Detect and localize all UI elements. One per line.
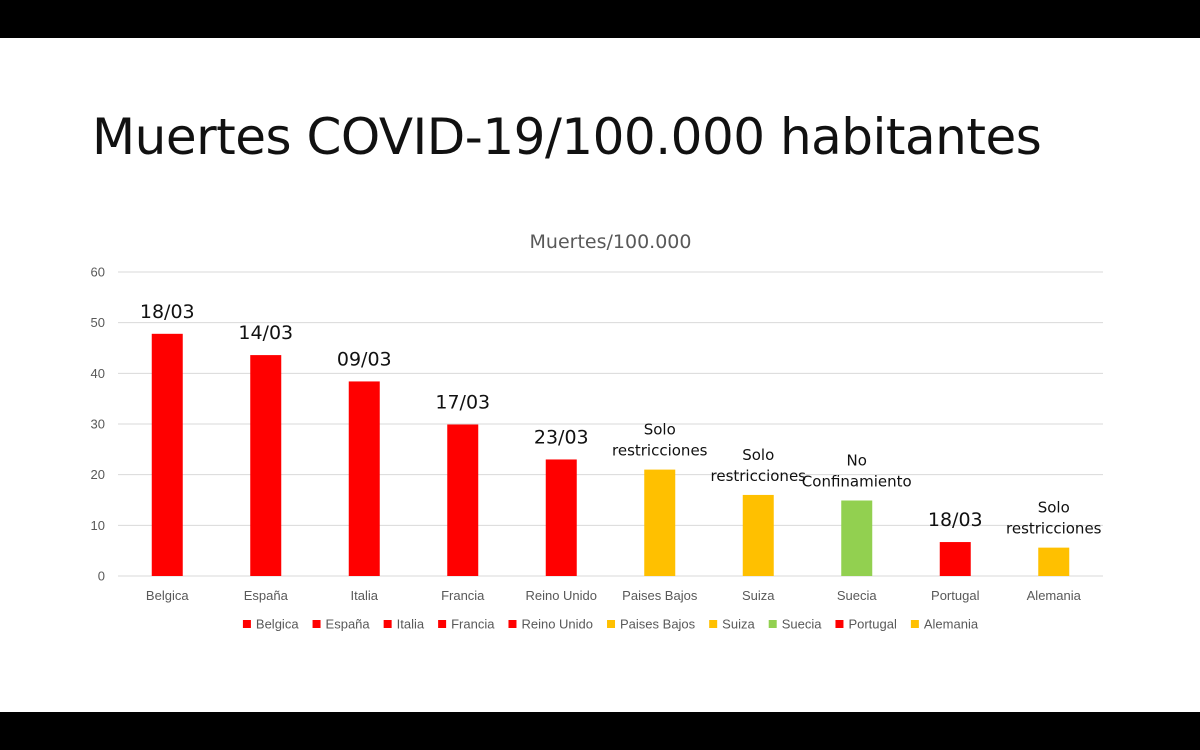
- legend-swatch: [438, 620, 447, 628]
- slide-title: Muertes COVID-19/100.000 habitantes: [92, 108, 1042, 166]
- bar-alemania: [1038, 547, 1070, 576]
- legend-swatch: [383, 620, 392, 628]
- x-tick-label: Reino Unido: [525, 588, 597, 603]
- legend-label: Portugal: [848, 617, 897, 632]
- legend-swatch: [768, 620, 777, 628]
- legend-swatch: [835, 620, 844, 628]
- y-tick-label: 20: [91, 467, 105, 482]
- y-tick-label: 60: [91, 265, 105, 280]
- x-tick-label: Paises Bajos: [622, 588, 698, 603]
- legend-label: Italia: [397, 617, 425, 632]
- slide: Muertes COVID-19/100.000 habitantes Muer…: [0, 38, 1200, 712]
- legend-label: Suiza: [722, 617, 755, 632]
- x-tick-label: Belgica: [146, 588, 189, 603]
- legend-label: Alemania: [924, 617, 979, 632]
- x-tick-label: Francia: [441, 588, 485, 603]
- x-tick-label: Italia: [351, 588, 379, 603]
- bar-annotation: restricciones: [711, 467, 807, 485]
- x-tick-label: Suecia: [837, 588, 878, 603]
- legend-label: Paises Bajos: [620, 617, 696, 632]
- bar-annotation: Confinamiento: [802, 473, 912, 491]
- bar-italia: [348, 381, 380, 576]
- bar-annotation: Solo: [644, 421, 676, 439]
- x-tick-label: España: [244, 588, 289, 603]
- bar-annotation: 09/03: [337, 348, 392, 370]
- x-tick-label: Portugal: [931, 588, 980, 603]
- bar-annotation: 18/03: [928, 509, 983, 531]
- bar-suiza: [742, 494, 774, 576]
- bar-españa: [250, 355, 282, 576]
- bar-portugal: [939, 542, 971, 576]
- legend-swatch: [607, 620, 616, 628]
- legend-label: Belgica: [256, 617, 299, 632]
- bar-annotation: 18/03: [140, 301, 195, 323]
- x-tick-label: Suiza: [742, 588, 775, 603]
- y-tick-label: 40: [91, 366, 105, 381]
- bar-annotation: Solo: [742, 446, 774, 464]
- bar-belgica: [151, 333, 183, 576]
- bar-annotation: Solo: [1038, 499, 1070, 517]
- y-tick-label: 10: [91, 518, 105, 533]
- legend-label: Reino Unido: [521, 617, 593, 632]
- chart: Muertes/100.000 0 10 20 30 40 50 60 Belgica 18/03…: [91, 231, 1103, 632]
- legend-label: Suecia: [782, 617, 823, 632]
- y-tick-label: 30: [91, 417, 105, 432]
- bar-annotation: 17/03: [435, 392, 490, 414]
- y-tick-label: 50: [91, 315, 105, 330]
- legend-label: Francia: [451, 617, 495, 632]
- bar-reino-unido: [545, 459, 577, 576]
- bar-annotation: No: [847, 452, 867, 470]
- chart-title: Muertes/100.000: [530, 231, 692, 253]
- legend-label: España: [326, 617, 371, 632]
- bar-annotation: restricciones: [612, 442, 708, 460]
- bar-annotation: 14/03: [238, 322, 293, 344]
- bar-annotation: restricciones: [1006, 520, 1102, 538]
- bar-annotation: 23/03: [534, 426, 589, 448]
- bar-suecia: [841, 500, 873, 576]
- x-tick-label: Alemania: [1027, 588, 1082, 603]
- bar-francia: [447, 424, 479, 576]
- legend-swatch: [910, 620, 919, 628]
- bar-paises-bajos: [644, 469, 676, 576]
- legend-swatch: [242, 620, 251, 628]
- legend-swatch: [709, 620, 718, 628]
- legend-swatch: [312, 620, 321, 628]
- legend-swatch: [508, 620, 517, 628]
- y-tick-label: 0: [98, 569, 105, 584]
